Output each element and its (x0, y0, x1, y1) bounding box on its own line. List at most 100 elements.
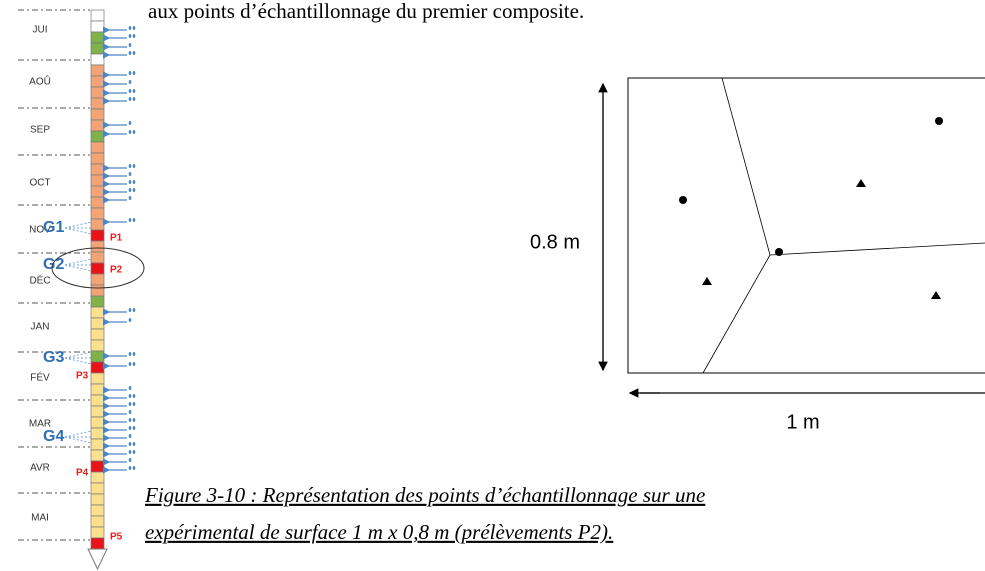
timeline-cell (90, 317, 105, 330)
voronoi-line (721, 77, 771, 256)
timeline-cell (90, 163, 105, 176)
month-label: SEP (30, 125, 50, 136)
timeline-cell (90, 152, 105, 165)
timeline-arrowhead (87, 548, 108, 571)
group-link (64, 357, 92, 365)
group-link (64, 258, 92, 266)
triangle (702, 277, 712, 285)
timeline-cell (90, 185, 105, 198)
timeline-cell (90, 108, 105, 121)
rain-drop (132, 188, 136, 192)
rain-drop (128, 318, 132, 322)
rain-drop (132, 89, 136, 93)
timeline-cell (90, 460, 105, 473)
timeline-cell (90, 526, 105, 539)
rain-drop (128, 426, 132, 430)
month-label: MAR (29, 419, 51, 430)
timeline-cell (90, 493, 105, 506)
timeline-cell (90, 229, 105, 242)
height-label: 0.8 m (530, 231, 580, 253)
month-label: FÉV (30, 371, 50, 384)
month-label: DÉC (29, 274, 50, 287)
timeline-cell (90, 372, 105, 385)
rain-drop (128, 80, 132, 84)
timeline-cell (90, 328, 105, 341)
timeline-cell (90, 174, 105, 187)
rain-drop (132, 164, 136, 168)
rain-drop (128, 196, 132, 200)
highlight-ellipse (51, 247, 145, 289)
rain-drop (132, 130, 136, 134)
timeline-cell (90, 31, 105, 44)
rain-drop (132, 394, 136, 398)
rain-drop (128, 362, 132, 366)
timeline-cell (90, 394, 105, 407)
rain-drop (128, 51, 132, 55)
month-label: JUI (33, 25, 48, 36)
rain-drop (128, 410, 132, 414)
group-label: G3 (43, 349, 64, 366)
group-link (64, 351, 92, 359)
timeline-cell (90, 295, 105, 308)
rain-drop (132, 51, 136, 55)
timeline-cell (90, 482, 105, 495)
month-label: OCT (29, 178, 50, 189)
rain-drop (128, 458, 132, 462)
group-label: G1 (43, 219, 64, 236)
caption-line: expérimental de surface 1 m x 0,8 m (pré… (145, 520, 613, 544)
timeline-cell (90, 449, 105, 462)
dot (775, 248, 783, 256)
rain-drop (128, 97, 132, 101)
timeline-cell (90, 361, 105, 374)
rain-drop (128, 466, 132, 470)
group-link (64, 430, 92, 438)
timeline-cell (90, 119, 105, 132)
triangle (856, 179, 866, 187)
sample-label: P1 (110, 233, 123, 244)
rain-drop (132, 97, 136, 101)
month-label: AVR (30, 463, 50, 474)
rain-drop (128, 188, 132, 192)
rain-drop (128, 418, 132, 422)
rain-drop (128, 164, 132, 168)
timeline-cell (90, 218, 105, 231)
group-link (64, 264, 92, 272)
rain-drop (128, 450, 132, 454)
timeline-cell (90, 207, 105, 220)
month-label: JAN (31, 322, 50, 333)
timeline-cell (90, 75, 105, 88)
group-label: G4 (43, 428, 64, 445)
body-text: aux points d’échantillonnage du premier … (148, 0, 584, 23)
sample-label: P2 (110, 265, 123, 276)
voronoi-line (702, 254, 771, 374)
rain-drop (132, 26, 136, 30)
timeline-cell (90, 141, 105, 154)
rain-drop (132, 34, 136, 38)
timeline-cell (90, 339, 105, 352)
timeline-cell (90, 427, 105, 440)
rain-drop (128, 130, 132, 134)
timeline-cell (90, 350, 105, 363)
rain-drop (132, 180, 136, 184)
timeline-cell (90, 130, 105, 143)
timeline-cell (90, 471, 105, 484)
timeline-cell (90, 504, 105, 517)
group-link (64, 227, 92, 235)
caption-line: Figure 3-10 : Représentation des points … (144, 483, 705, 507)
timeline-cell (90, 9, 105, 22)
dot (679, 196, 687, 204)
plot-figure: 0.8 m 1 m (530, 77, 985, 433)
rain-drop (128, 172, 132, 176)
voronoi-line (769, 242, 985, 256)
timeline-cell (90, 240, 105, 253)
month-label: AOÛ (29, 75, 51, 88)
timeline-cell (90, 97, 105, 110)
rain-drop (128, 71, 132, 75)
timeline-cell (90, 86, 105, 99)
group-link (64, 436, 92, 444)
rain-drop (128, 394, 132, 398)
timeline-cell (90, 196, 105, 209)
rain-drop (128, 34, 132, 38)
timeline-cell (90, 273, 105, 286)
